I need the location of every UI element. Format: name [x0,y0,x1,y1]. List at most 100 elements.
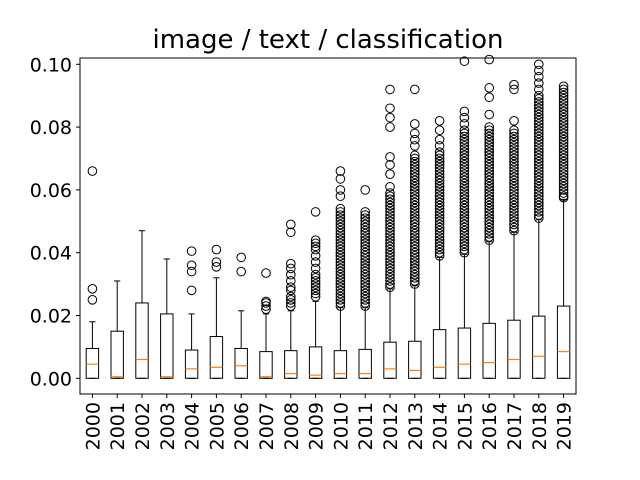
outlier-point [385,191,395,201]
outlier-point [534,153,544,164]
chart-title: image / text / classification [152,25,503,55]
outlier-point [484,197,495,208]
outlier-point [459,210,470,220]
outlier-point [385,188,395,198]
outlier-point [410,153,420,164]
outlier-point [434,125,445,136]
outlier-point [534,84,544,95]
box-2016 [482,54,496,379]
outlier-point [459,106,470,117]
outlier-point [434,210,445,220]
x-tick-label: 2017 [504,402,526,450]
outlier-point [360,291,371,302]
outlier-point [558,185,569,195]
outlier-point [534,94,544,104]
x-tick-label: 2007 [256,402,278,450]
outlier-point [385,194,395,205]
outlier-point [335,266,346,277]
iqr-box [408,340,422,379]
outlier-point [434,153,445,164]
outlier-point [385,103,395,114]
outlier-point [558,163,569,173]
outlier-point [534,188,544,198]
iqr-box [259,351,273,379]
outlier-point [360,298,371,308]
outlier-point [410,163,420,173]
outlier-point [286,227,296,238]
outlier-point [434,194,445,205]
outlier-point [335,257,346,267]
outlier-point [509,178,519,189]
outlier-point [410,181,420,192]
outlier-point [310,279,321,289]
outlier-point [410,266,420,277]
outlier-point [335,225,346,236]
outlier-point [360,241,371,252]
outlier-point [558,109,569,120]
outlier-point [385,181,395,192]
outlier-point [558,159,569,170]
outlier-point [509,203,519,214]
outlier-point [558,188,569,198]
outlier-point [410,225,420,236]
outlier-point [434,116,445,126]
iqr-box [432,329,447,379]
outlier-point [484,54,495,65]
outlier-point [534,116,544,126]
outlier-point [335,185,346,195]
x-tick-label: 2008 [281,402,303,450]
outlier-point [385,269,395,280]
outlier-point [360,229,371,239]
outlier-point [434,222,445,233]
outlier-point [459,144,470,154]
outlier-point [286,298,296,308]
outlier-point [310,257,321,267]
outlier-point [410,175,420,186]
outlier-point [310,269,321,280]
outlier-point [335,291,346,302]
outlier-point [434,169,445,179]
outlier-point [335,247,346,258]
iqr-box [209,336,224,379]
outlier-point [434,191,445,201]
outlier-point [335,235,346,245]
outlier-point [434,244,445,255]
outlier-point [534,203,544,214]
y-tick-label: 0.06 [30,180,72,202]
outlier-point [410,210,420,220]
outlier-point [459,134,470,145]
outlier-point [558,181,569,192]
x-tick-label: 2001 [107,402,129,450]
outlier-point [484,122,495,132]
outlier-point [410,178,420,189]
outlier-point [360,235,371,245]
outlier-point [484,141,495,151]
outlier-point [459,232,470,242]
outlier-point [558,94,569,104]
outlier-point [534,112,544,123]
outlier-point [360,301,371,311]
outlier-point [360,216,371,227]
x-tick-label: 2013 [405,402,427,450]
outlier-point [434,219,445,230]
outlier-point [410,276,420,286]
outlier-point [360,247,371,258]
iqr-box [556,305,571,379]
outlier-point [459,119,470,129]
outlier-point [335,244,346,255]
outlier-point [509,116,519,126]
x-tick-label: 2019 [554,402,576,450]
outlier-point [410,232,420,242]
outlier-point [534,100,544,110]
outlier-point [484,213,495,223]
x-tick-label: 2014 [430,402,452,450]
outlier-point [459,207,470,217]
outlier-point [558,87,569,98]
outlier-point [459,159,470,170]
outlier-point [385,273,395,283]
outlier-point [360,222,371,233]
outlier-point [558,125,569,136]
iqr-box [308,346,323,379]
outlier-point [484,144,495,154]
outlier-point [310,207,321,217]
